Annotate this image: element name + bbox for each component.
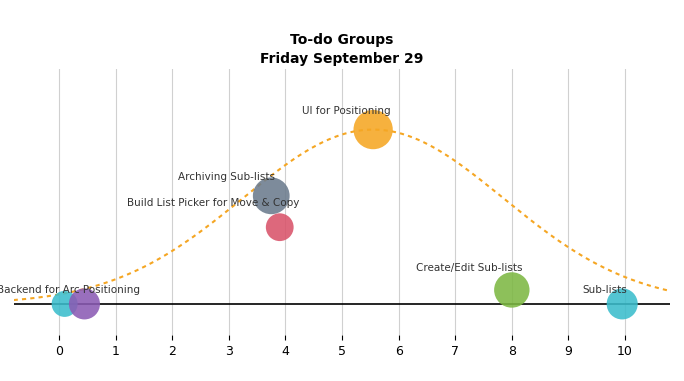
Text: UI for Positioning: UI for Positioning bbox=[302, 106, 391, 116]
Point bbox=[266, 193, 277, 199]
Text: Friday September 29: Friday September 29 bbox=[261, 52, 423, 66]
Text: Create/Edit Sub-lists: Create/Edit Sub-lists bbox=[416, 263, 522, 272]
Point bbox=[59, 301, 70, 307]
Text: To-do Groups: To-do Groups bbox=[290, 33, 394, 47]
Text: Backend for Arc Positioning: Backend for Arc Positioning bbox=[0, 285, 140, 295]
Point bbox=[79, 301, 90, 307]
Point bbox=[617, 301, 628, 307]
Text: Sub-lists: Sub-lists bbox=[583, 285, 627, 295]
Point bbox=[368, 126, 379, 133]
Text: Archiving Sub-lists: Archiving Sub-lists bbox=[178, 172, 275, 182]
Text: Build List Picker for Move & Copy: Build List Picker for Move & Copy bbox=[127, 198, 300, 208]
Point bbox=[506, 287, 517, 293]
Point bbox=[274, 224, 285, 230]
